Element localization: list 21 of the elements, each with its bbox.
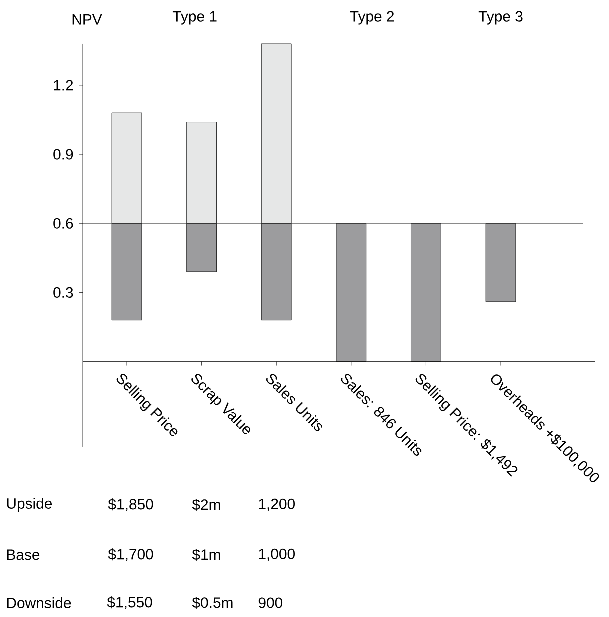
text: $1,550 xyxy=(108,596,152,610)
text: $1m xyxy=(192,548,220,562)
y-tick-label: 1.2 xyxy=(54,80,74,91)
text: Upside xyxy=(8,498,52,512)
bar xyxy=(486,223,516,302)
text: $2m xyxy=(192,498,220,512)
text: 1,200 xyxy=(260,498,296,512)
y-tick-label: 0.9 xyxy=(54,149,74,160)
y-axis-title: NPV xyxy=(73,14,102,25)
text: Type 3 xyxy=(479,11,523,25)
text: $1,850 xyxy=(108,498,154,512)
text: Type 2 xyxy=(350,11,394,25)
text: Base xyxy=(8,550,40,560)
text: 900 xyxy=(259,598,283,608)
text: $0.5m xyxy=(192,596,233,610)
text: Type 1 xyxy=(173,11,217,25)
text: Downside xyxy=(8,598,72,608)
text: $1,700 xyxy=(108,548,154,562)
y-tick-label: 0.3 xyxy=(54,287,74,298)
text: 1,000 xyxy=(260,548,296,562)
y-tick-label: 0.6 xyxy=(54,218,74,229)
